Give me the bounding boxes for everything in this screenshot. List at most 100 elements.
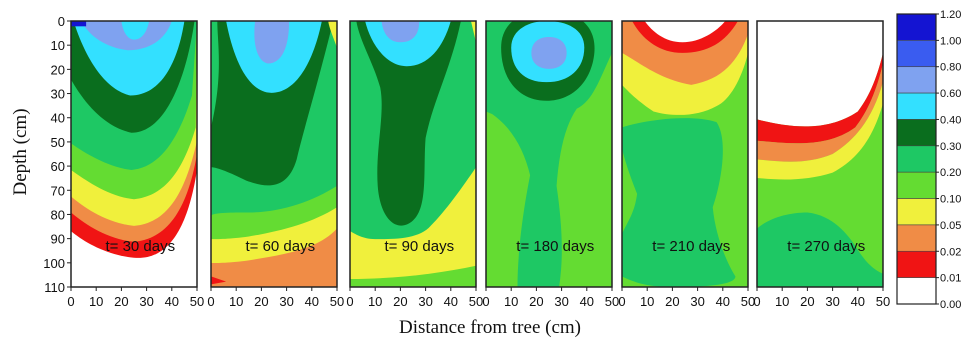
colorbar-label: 1.00	[940, 35, 961, 47]
y-tick-label: 0	[58, 14, 65, 29]
contour-band	[381, 21, 420, 43]
panel-label: t= 180 days	[516, 238, 594, 255]
panel-frame	[70, 20, 198, 288]
x-tick-label: 40	[716, 294, 730, 309]
colorbar-swatch	[896, 119, 937, 147]
contour-band	[622, 118, 736, 287]
colorbar-label: 0.20	[940, 167, 961, 179]
x-tick-label: 30	[690, 294, 704, 309]
x-axis-title: Distance from tree (cm)	[399, 317, 581, 338]
x-tick-label: 50	[469, 294, 483, 309]
x-tick-label: 30	[554, 294, 568, 309]
colorbar-label: 0.00	[940, 299, 961, 311]
x-tick-label: 0	[67, 294, 74, 309]
x-tick-label: 40	[165, 294, 179, 309]
x-tick-label: 20	[254, 294, 268, 309]
y-tick-label: 40	[51, 111, 65, 126]
colorbar-label: 0.30	[940, 141, 961, 153]
x-tick-label: 10	[368, 294, 382, 309]
colorbar-label: 0.60	[940, 88, 961, 100]
colorbar-swatch	[896, 198, 937, 226]
y-tick-label: 90	[51, 232, 65, 247]
contour-band	[328, 21, 337, 48]
x-tick-label: 30	[139, 294, 153, 309]
colorbar-frame	[896, 13, 937, 305]
x-tick-label: 40	[851, 294, 865, 309]
panel-label: t= 270 days	[787, 238, 865, 255]
x-axes: 0 10 20 30 40 50 0 10 20 30 40 50 0 10 20 30 40 50 0 10 20 30…	[67, 287, 890, 309]
panel-label: t= 90 days	[384, 238, 454, 255]
x-tick-label: 0	[618, 294, 625, 309]
contour-panels: t= 30 days t= 60 days t= 90 days t= 180 day…	[70, 20, 884, 288]
colorbar-swatch	[896, 250, 937, 278]
y-tick-label: 20	[51, 62, 65, 77]
x-tick-label: 50	[741, 294, 755, 309]
panel-frame	[756, 20, 884, 288]
contour-band	[757, 82, 883, 180]
colorbar-swatch	[896, 66, 937, 94]
x-tick-label: 50	[605, 294, 619, 309]
contour-band	[71, 21, 87, 27]
colorbar-swatch	[896, 92, 937, 120]
contour-panel	[622, 21, 748, 287]
contour-band	[81, 21, 172, 51]
x-tick-label: 10	[229, 294, 243, 309]
y-tick-label: 100	[43, 256, 65, 271]
y-tick-label: 10	[51, 38, 65, 53]
colorbar-label: 0.05	[940, 220, 961, 232]
x-tick-label: 30	[825, 294, 839, 309]
y-tick-label: 110	[44, 280, 65, 295]
panel-frame	[210, 20, 338, 288]
x-tick-label: 40	[305, 294, 319, 309]
x-tick-label: 50	[876, 294, 890, 309]
colorbar-swatch	[896, 171, 937, 199]
contour-panel	[350, 21, 476, 287]
contour-band	[356, 21, 461, 226]
panel-label: t= 210 days	[652, 238, 730, 255]
colorbar-swatch	[896, 277, 937, 305]
y-axis-title: Depth (cm)	[10, 108, 31, 195]
y-tick-label: 70	[51, 183, 65, 198]
colorbar: 1.20 1.00 0.80 0.60 0.40 0.30 0.20 0.10 0.05 0.02…	[896, 9, 961, 311]
contour-band	[644, 21, 726, 43]
x-tick-label: 0	[346, 294, 353, 309]
contour-panel	[211, 21, 337, 287]
x-tick-label: 30	[418, 294, 432, 309]
contour-band	[757, 63, 883, 162]
panel-frame	[349, 20, 477, 288]
panel-frame	[621, 20, 749, 288]
x-tick-label: 10	[775, 294, 789, 309]
colorbar-swatch	[896, 40, 937, 68]
colorbar-label: 0.40	[940, 114, 961, 126]
colorbar-label: 0.10	[940, 194, 961, 206]
contour-band	[211, 276, 227, 285]
x-tick-label: 0	[207, 294, 214, 309]
x-tick-label: 20	[800, 294, 814, 309]
contour-band	[531, 36, 567, 69]
x-tick-label: 20	[665, 294, 679, 309]
colorbar-label: 0.02	[940, 246, 961, 258]
contour-band	[121, 21, 150, 40]
colorbar-label: 1.20	[940, 9, 961, 21]
x-tick-label: 40	[580, 294, 594, 309]
x-tick-label: 20	[393, 294, 407, 309]
contour-panel	[71, 21, 197, 287]
contour-panel	[757, 21, 883, 287]
x-tick-label: 10	[504, 294, 518, 309]
panel-frame	[485, 20, 613, 288]
x-tick-label: 20	[114, 294, 128, 309]
colorbar-label: 0.80	[940, 62, 961, 74]
x-tick-label: 20	[529, 294, 543, 309]
colorbar-label: 0.01	[940, 273, 961, 285]
x-tick-label: 10	[89, 294, 103, 309]
x-tick-label: 30	[279, 294, 293, 309]
contour-band	[254, 21, 290, 64]
x-tick-label: 0	[753, 294, 760, 309]
colorbar-swatch	[896, 224, 937, 252]
x-tick-label: 40	[444, 294, 458, 309]
panel-label: t= 60 days	[245, 238, 315, 255]
panel-label: t= 30 days	[105, 238, 175, 255]
contour-panel	[486, 21, 612, 287]
x-tick-label: 0	[482, 294, 489, 309]
